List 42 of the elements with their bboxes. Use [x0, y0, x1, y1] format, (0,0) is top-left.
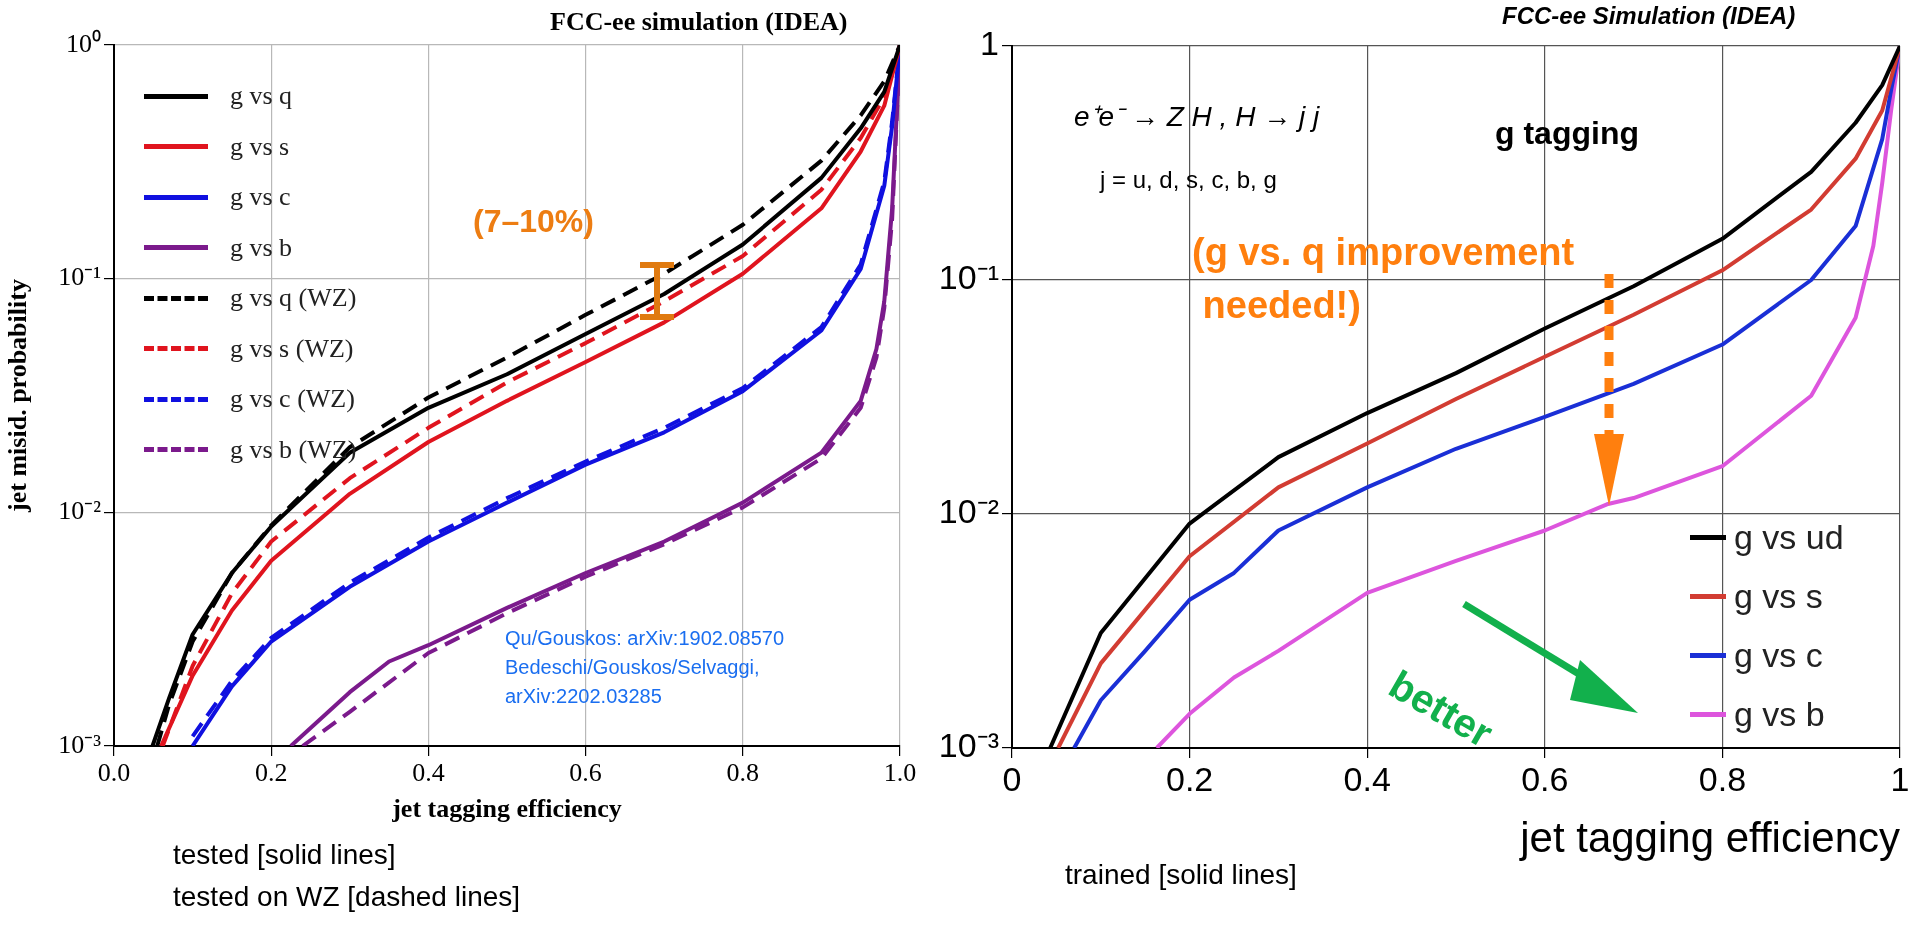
y-tick-label: 10⁻¹: [938, 258, 999, 297]
x-tick-label: 1: [1890, 759, 1910, 798]
legend-label: g vs c: [1734, 636, 1823, 675]
x-tick-label: 0.8: [726, 758, 760, 788]
x-axis-title: jet tagging efficiency: [391, 794, 622, 824]
chart-title: FCC-ee simulation (IDEA): [550, 6, 848, 38]
text: tested [solid lines]: [173, 838, 396, 872]
x-tick-label: 0.2: [254, 758, 288, 788]
legend-label: g vs ud: [1734, 518, 1844, 557]
x-tick-label: 0.0: [97, 758, 131, 788]
x-tick-label: 0.6: [569, 758, 602, 788]
legend-label: g vs q: [230, 81, 293, 112]
chart-title: FCC-ee Simulation (IDEA): [1502, 2, 1796, 31]
x-tick-label: 0.4: [412, 758, 445, 788]
legend-label: g vs s (WZ): [230, 333, 354, 364]
y-tick-label: 10⁰: [66, 28, 101, 58]
x-tick-label: 0.8: [1698, 759, 1747, 798]
text: trained [solid lines]: [1065, 858, 1297, 892]
legend-label: g vs s: [230, 131, 290, 162]
legend-label: g vs b: [1734, 695, 1825, 734]
x-tick-label: 0.4: [1343, 759, 1391, 798]
x-tick-label: 0.6: [1521, 759, 1569, 798]
x-tick-label: 1.0: [883, 758, 917, 788]
x-tick-label: 0.2: [1165, 759, 1214, 798]
y-tick-label: 10⁻³: [938, 726, 999, 765]
legend-label: g vs c: [230, 182, 291, 213]
legend-label: g vs b: [230, 232, 293, 263]
y-tick-label: 10⁻¹: [58, 262, 101, 292]
text: tested on WZ [dashed lines]: [173, 880, 521, 914]
y-tick-label: 10⁻²: [58, 496, 102, 526]
legend-label: g vs q (WZ): [230, 283, 357, 314]
annotation: (7–10%): [473, 202, 594, 241]
legend-label: g vs s: [1734, 577, 1823, 616]
annotation: e⁺e⁻ → Z H , H → j j: [1074, 100, 1320, 134]
y-tick-label: 1: [980, 24, 999, 63]
annotation: Qu/Gouskos: arXiv:1902.08570 Bedeschi/Gouskos/Selvaggi, arXiv:2202.03285: [505, 626, 785, 709]
x-axis-title: jet tagging efficiency: [1518, 814, 1900, 862]
y-tick-label: 10⁻²: [938, 492, 999, 531]
y-tick-label: 10⁻³: [58, 729, 102, 759]
y-axis-title: jet misid. probability: [3, 279, 33, 513]
legend-label: g vs c (WZ): [230, 384, 355, 415]
x-tick-label: 0: [1002, 759, 1022, 798]
